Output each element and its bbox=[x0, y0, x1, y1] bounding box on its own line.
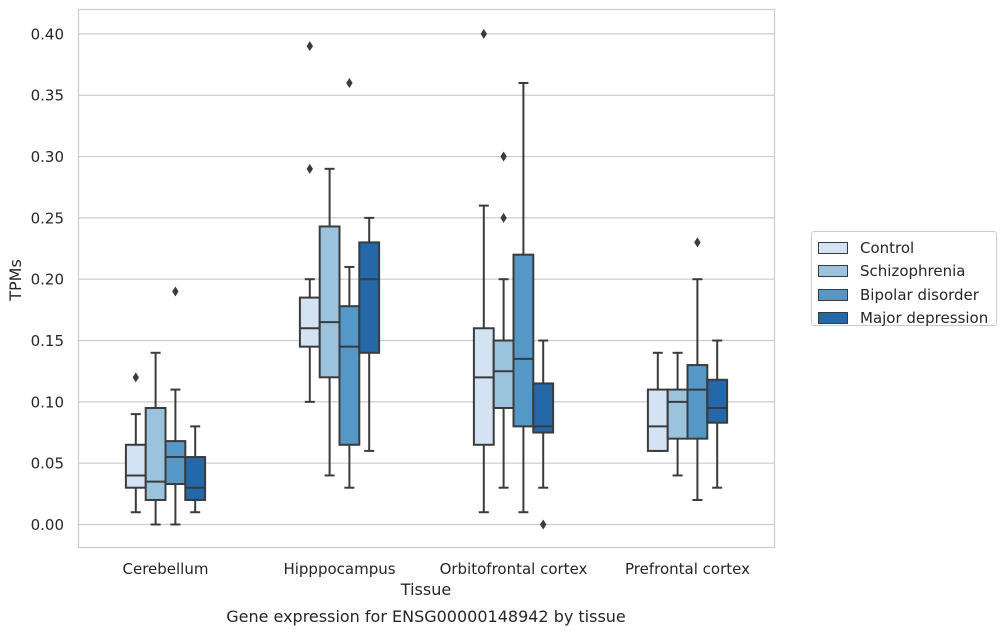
box-schizophrenia-hipppocampus bbox=[318, 167, 341, 477]
box-schizophrenia-cerebellum bbox=[144, 351, 167, 526]
legend-swatch-bipolar-disorder bbox=[818, 288, 848, 301]
series-major-depression bbox=[184, 216, 729, 530]
box-major-depression-cerebellum bbox=[184, 425, 207, 514]
box-iqr bbox=[318, 225, 341, 379]
plot-area-frame bbox=[77, 8, 776, 549]
box-iqr bbox=[646, 388, 669, 452]
box-major-depression-orbitofrontal-cortex bbox=[532, 339, 555, 530]
box-iqr bbox=[338, 305, 361, 446]
box-iqr bbox=[358, 241, 381, 354]
y-tick-label: 0.30 bbox=[31, 148, 64, 166]
y-axis-label: TPMs bbox=[6, 259, 25, 302]
outlier-point bbox=[132, 372, 139, 383]
y-tick-label: 0.10 bbox=[31, 393, 64, 411]
outlier-point bbox=[306, 163, 313, 174]
box-control-cerebellum bbox=[124, 372, 147, 514]
x-tick-label-orbitofrontal-cortex: Orbitofrontal cortex bbox=[440, 560, 588, 578]
outlier-point bbox=[500, 212, 507, 223]
box-control-prefrontal-cortex bbox=[646, 351, 669, 452]
x-tick-label-hipppocampus: Hipppocampus bbox=[283, 560, 395, 578]
box-bipolar-disorder-orbitofrontal-cortex bbox=[512, 81, 535, 514]
box-iqr bbox=[164, 440, 187, 486]
box-bipolar-disorder-cerebellum bbox=[164, 286, 187, 526]
y-tick-label: 0.15 bbox=[31, 332, 64, 350]
box-iqr bbox=[124, 443, 147, 489]
box-schizophrenia-prefrontal-cortex bbox=[666, 351, 689, 477]
box-control-hipppocampus bbox=[298, 41, 321, 403]
box-iqr bbox=[532, 382, 555, 434]
outlier-point bbox=[480, 28, 487, 39]
box-iqr bbox=[298, 296, 321, 348]
legend-swatch-control bbox=[818, 241, 848, 254]
box-iqr bbox=[512, 253, 535, 428]
box-schizophrenia-orbitofrontal-cortex bbox=[492, 151, 515, 489]
legend-label-bipolar-disorder: Bipolar disorder bbox=[860, 285, 979, 304]
box-iqr bbox=[666, 388, 689, 440]
legend-item-bipolar-disorder: Bipolar disorder bbox=[818, 283, 996, 307]
y-tick-label: 0.35 bbox=[31, 87, 64, 105]
series-bipolar-disorder bbox=[164, 77, 709, 526]
box-bipolar-disorder-hipppocampus bbox=[338, 77, 361, 489]
box-iqr bbox=[492, 339, 515, 409]
x-tick-labels: Cerebellum Hipppocampus Orbitofrontal cort… bbox=[123, 560, 751, 578]
box-iqr bbox=[686, 364, 709, 440]
box-major-depression-prefrontal-cortex bbox=[706, 339, 729, 489]
y-tick-label: 0.05 bbox=[31, 455, 64, 473]
outlier-point bbox=[172, 286, 179, 297]
legend-item-major-depression: Major depression bbox=[818, 307, 996, 331]
outlier-point bbox=[540, 519, 547, 530]
y-tick-label: 0.20 bbox=[31, 271, 64, 289]
legend-swatch-schizophrenia bbox=[818, 265, 848, 278]
outlier-point bbox=[500, 151, 507, 162]
box-iqr bbox=[144, 406, 167, 501]
series-schizophrenia bbox=[144, 151, 689, 526]
legend-label-major-depression: Major depression bbox=[860, 309, 989, 328]
outlier-point bbox=[694, 237, 701, 248]
chart-title: Gene expression for ENSG00000148942 by t… bbox=[226, 607, 626, 626]
box-bipolar-disorder-prefrontal-cortex bbox=[686, 237, 709, 501]
series-control bbox=[124, 28, 669, 514]
y-tick-labels: 0.00 0.05 0.10 0.15 0.20 0.25 0.30 0.35 0.40 bbox=[31, 25, 64, 534]
outlier-point bbox=[346, 77, 353, 88]
outlier-point bbox=[306, 41, 313, 52]
legend-item-schizophrenia: Schizophrenia bbox=[818, 260, 996, 284]
box-iqr bbox=[184, 456, 207, 501]
y-tick-label: 0.25 bbox=[31, 209, 64, 227]
box-series bbox=[124, 28, 729, 530]
box-control-orbitofrontal-cortex bbox=[472, 28, 495, 514]
box-iqr bbox=[706, 378, 729, 424]
x-axis-label: Tissue bbox=[400, 580, 451, 599]
y-tick-label: 0.40 bbox=[31, 25, 64, 43]
legend: Control Schizophrenia Bipolar disorder M… bbox=[811, 231, 997, 327]
y-tick-label: 0.00 bbox=[31, 516, 64, 534]
x-tick-label-prefrontal-cortex: Prefrontal cortex bbox=[625, 560, 750, 578]
legend-item-control: Control bbox=[818, 236, 996, 260]
legend-label-control: Control bbox=[860, 238, 915, 257]
legend-swatch-major-depression bbox=[818, 312, 848, 325]
legend-label-schizophrenia: Schizophrenia bbox=[860, 262, 966, 281]
x-tick-label-cerebellum: Cerebellum bbox=[123, 560, 209, 578]
box-iqr bbox=[472, 327, 495, 446]
box-major-depression-hipppocampus bbox=[358, 216, 381, 452]
